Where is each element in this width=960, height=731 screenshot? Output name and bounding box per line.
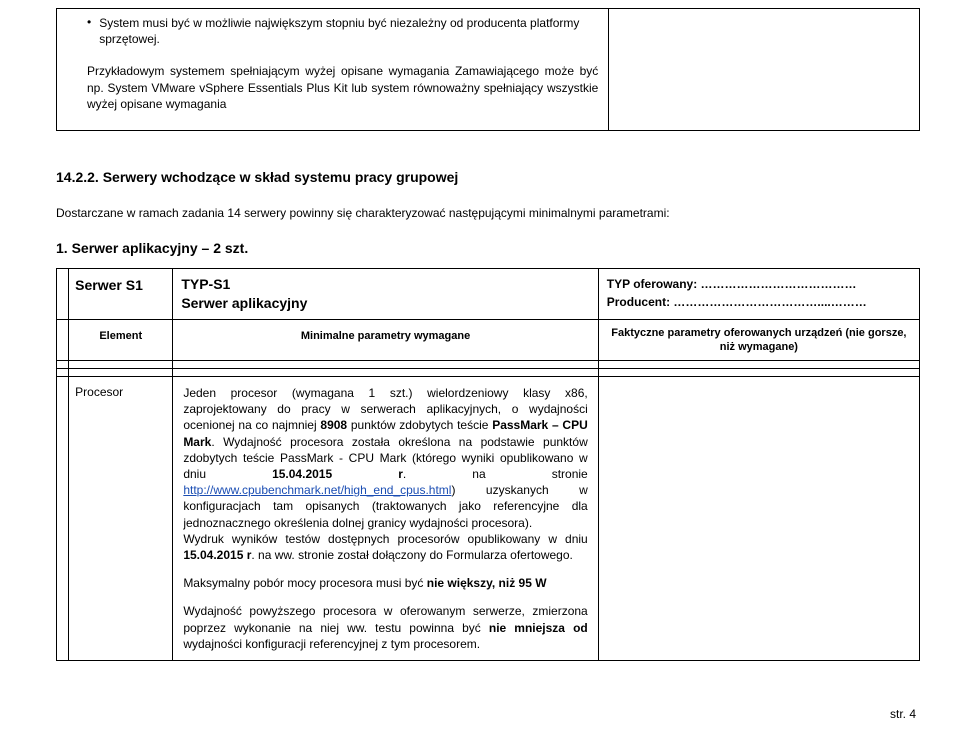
row-label-processor: Procesor (69, 377, 173, 661)
offered-type-label: TYP oferowany: ………………………………… (607, 275, 911, 293)
col-header-actual: Faktyczne parametry oferowanych urządzeń… (598, 319, 919, 361)
bullet-icon: • (87, 15, 91, 31)
proc-text-segment: wydajności konfiguracji referencyjnej z … (183, 637, 480, 651)
blank-cell (57, 377, 69, 661)
col-header-element: Element (69, 319, 173, 361)
blank-cell (57, 361, 69, 369)
producer-label: Producent: ………………………………....……… (607, 293, 911, 311)
section-intro: Dostarczane w ramach zadania 14 serwery … (56, 205, 920, 222)
benchmark-link[interactable]: http://www.cpubenchmark.net/high_end_cpu… (183, 483, 451, 497)
col-header-minimal: Minimalne parametry wymagane (173, 319, 598, 361)
spacer-cell (598, 361, 919, 369)
type-name: Serwer aplikacyjny (181, 294, 589, 313)
type-cell: TYP-S1 Serwer aplikacyjny (173, 268, 598, 319)
proc-text-bold: nie większy, niż 95 W (427, 576, 547, 590)
proc-text-segment: . na ww. stronie został dołączony do For… (251, 548, 573, 562)
proc-text-bold: 8908 (320, 418, 347, 432)
spacer-cell (598, 369, 919, 377)
top-requirement-table: • System musi być w możliwie największym… (56, 8, 920, 131)
proc-text-bold: 15.04.2015 r (272, 467, 403, 481)
bullet-text: System musi być w możliwie największym s… (99, 15, 598, 47)
offered-type-cell: TYP oferowany: ………………………………… Producent: … (598, 268, 919, 319)
proc-text-segment: Wydruk wyników testów dostępnych proceso… (183, 532, 587, 546)
spec-table: Serwer S1 TYP-S1 Serwer aplikacyjny TYP … (56, 268, 920, 661)
spacer-cell (69, 369, 173, 377)
proc-text-bold: 15.04.2015 r (183, 548, 251, 562)
type-id: TYP-S1 (181, 275, 589, 294)
spacer-cell (69, 361, 173, 369)
blank-cell (57, 268, 69, 319)
subsection-title: 1. Serwer aplikacyjny – 2 szt. (56, 240, 920, 256)
top-requirement-cell: • System musi być w możliwie największym… (57, 9, 609, 131)
blank-cell (57, 369, 69, 377)
spacer-cell (173, 361, 598, 369)
proc-text-segment: Maksymalny pobór mocy procesora musi być (183, 576, 426, 590)
server-id-label: Serwer S1 (75, 277, 143, 293)
top-empty-cell (609, 9, 920, 131)
proc-text-segment: . na stronie (403, 467, 588, 481)
proc-text-segment: Jeden procesor (wymagana 1 szt.) (183, 386, 412, 400)
server-id-cell: Serwer S1 (69, 268, 173, 319)
page-number: str. 4 (890, 707, 916, 721)
proc-text-bold: nie mniejsza od (489, 621, 588, 635)
spacer-cell (173, 369, 598, 377)
processor-requirements-cell: Jeden procesor (wymagana 1 szt.) wielord… (173, 377, 598, 661)
actual-params-cell (598, 377, 919, 661)
example-paragraph: Przykładowym systemem spełniającym wyżej… (87, 63, 598, 112)
proc-text-segment: punktów zdobytych teście (347, 418, 492, 432)
blank-cell (57, 319, 69, 361)
section-title: 14.2.2. Serwery wchodzące w skład system… (56, 169, 920, 185)
